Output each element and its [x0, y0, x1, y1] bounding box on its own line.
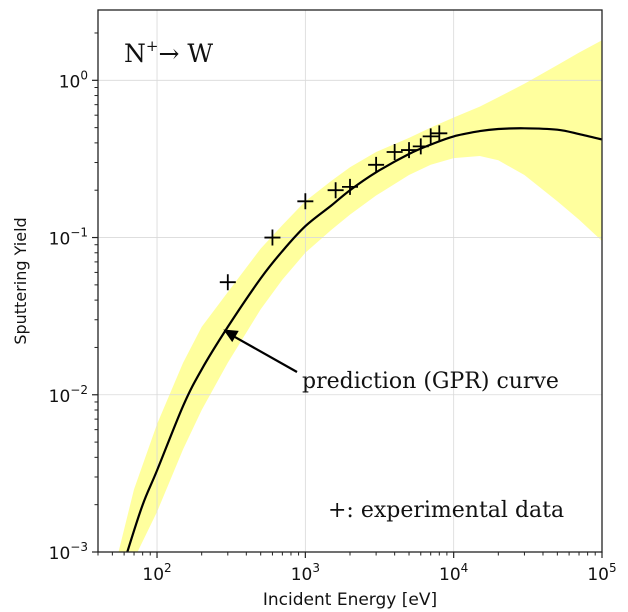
x-tick-label: 103 [291, 561, 320, 585]
y-tick-label: 10−1 [49, 226, 88, 250]
x-tick-label: 105 [587, 561, 616, 585]
experimental-point [386, 143, 403, 160]
y-tick-label: 10−2 [49, 383, 88, 407]
experimental-point [297, 193, 314, 210]
experimental-point [219, 274, 236, 291]
experimental-point [342, 178, 358, 195]
y-tick-label: 10−3 [49, 540, 88, 564]
experimental-point [412, 138, 429, 155]
uncertainty-band [118, 40, 602, 552]
experimental-point [431, 125, 448, 142]
prediction-curve-label: prediction (GPR) curve [302, 369, 559, 394]
experimental-point [327, 182, 344, 199]
experimental-point [368, 156, 385, 173]
annotation-arrowhead [223, 329, 239, 343]
annotation-arrow-line [231, 334, 298, 373]
experimental-point [401, 142, 418, 159]
system-label: N+→ W [124, 37, 213, 68]
y-tick-label: 100 [59, 68, 88, 92]
x-tick-label: 102 [142, 561, 171, 585]
experimental-point [264, 229, 281, 246]
experimental-point [422, 128, 439, 145]
y-axis-label: Sputtering Yield [11, 217, 30, 344]
x-tick-label: 104 [439, 561, 468, 585]
experimental-data-legend: +: experimental data [328, 498, 564, 523]
x-axis-label: Incident Energy [eV] [263, 590, 437, 610]
